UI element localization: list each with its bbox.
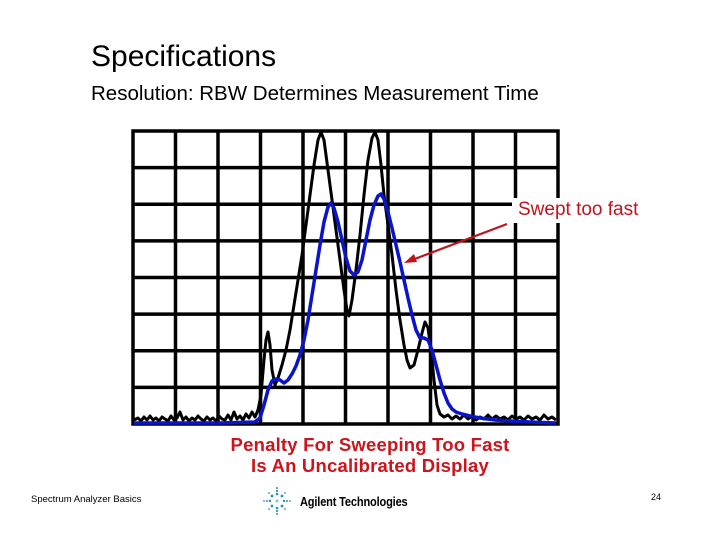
slide-title: Specifications [91,40,277,73]
callout-arrow [404,222,508,263]
penalty-caption: Penalty For Sweeping Too Fast Is An Unca… [200,434,540,477]
footer-course-title: Spectrum Analyzer Basics [31,494,142,505]
penalty-line-1: Penalty For Sweeping Too Fast [230,434,510,455]
page-number: 24 [651,492,662,502]
agilent-spark-icon [263,487,291,515]
trace-swept-too-fast [134,192,557,425]
logo-text: Agilent Technologies [300,493,408,509]
penalty-line-2: Is An Uncalibrated Display [251,455,489,477]
agilent-logo: Agilent Technologies [262,486,427,516]
slide-subtitle: Resolution: RBW Determines Measurement T… [91,82,539,105]
swept-too-fast-label: Swept too fast [512,198,645,223]
graticule [131,129,560,426]
